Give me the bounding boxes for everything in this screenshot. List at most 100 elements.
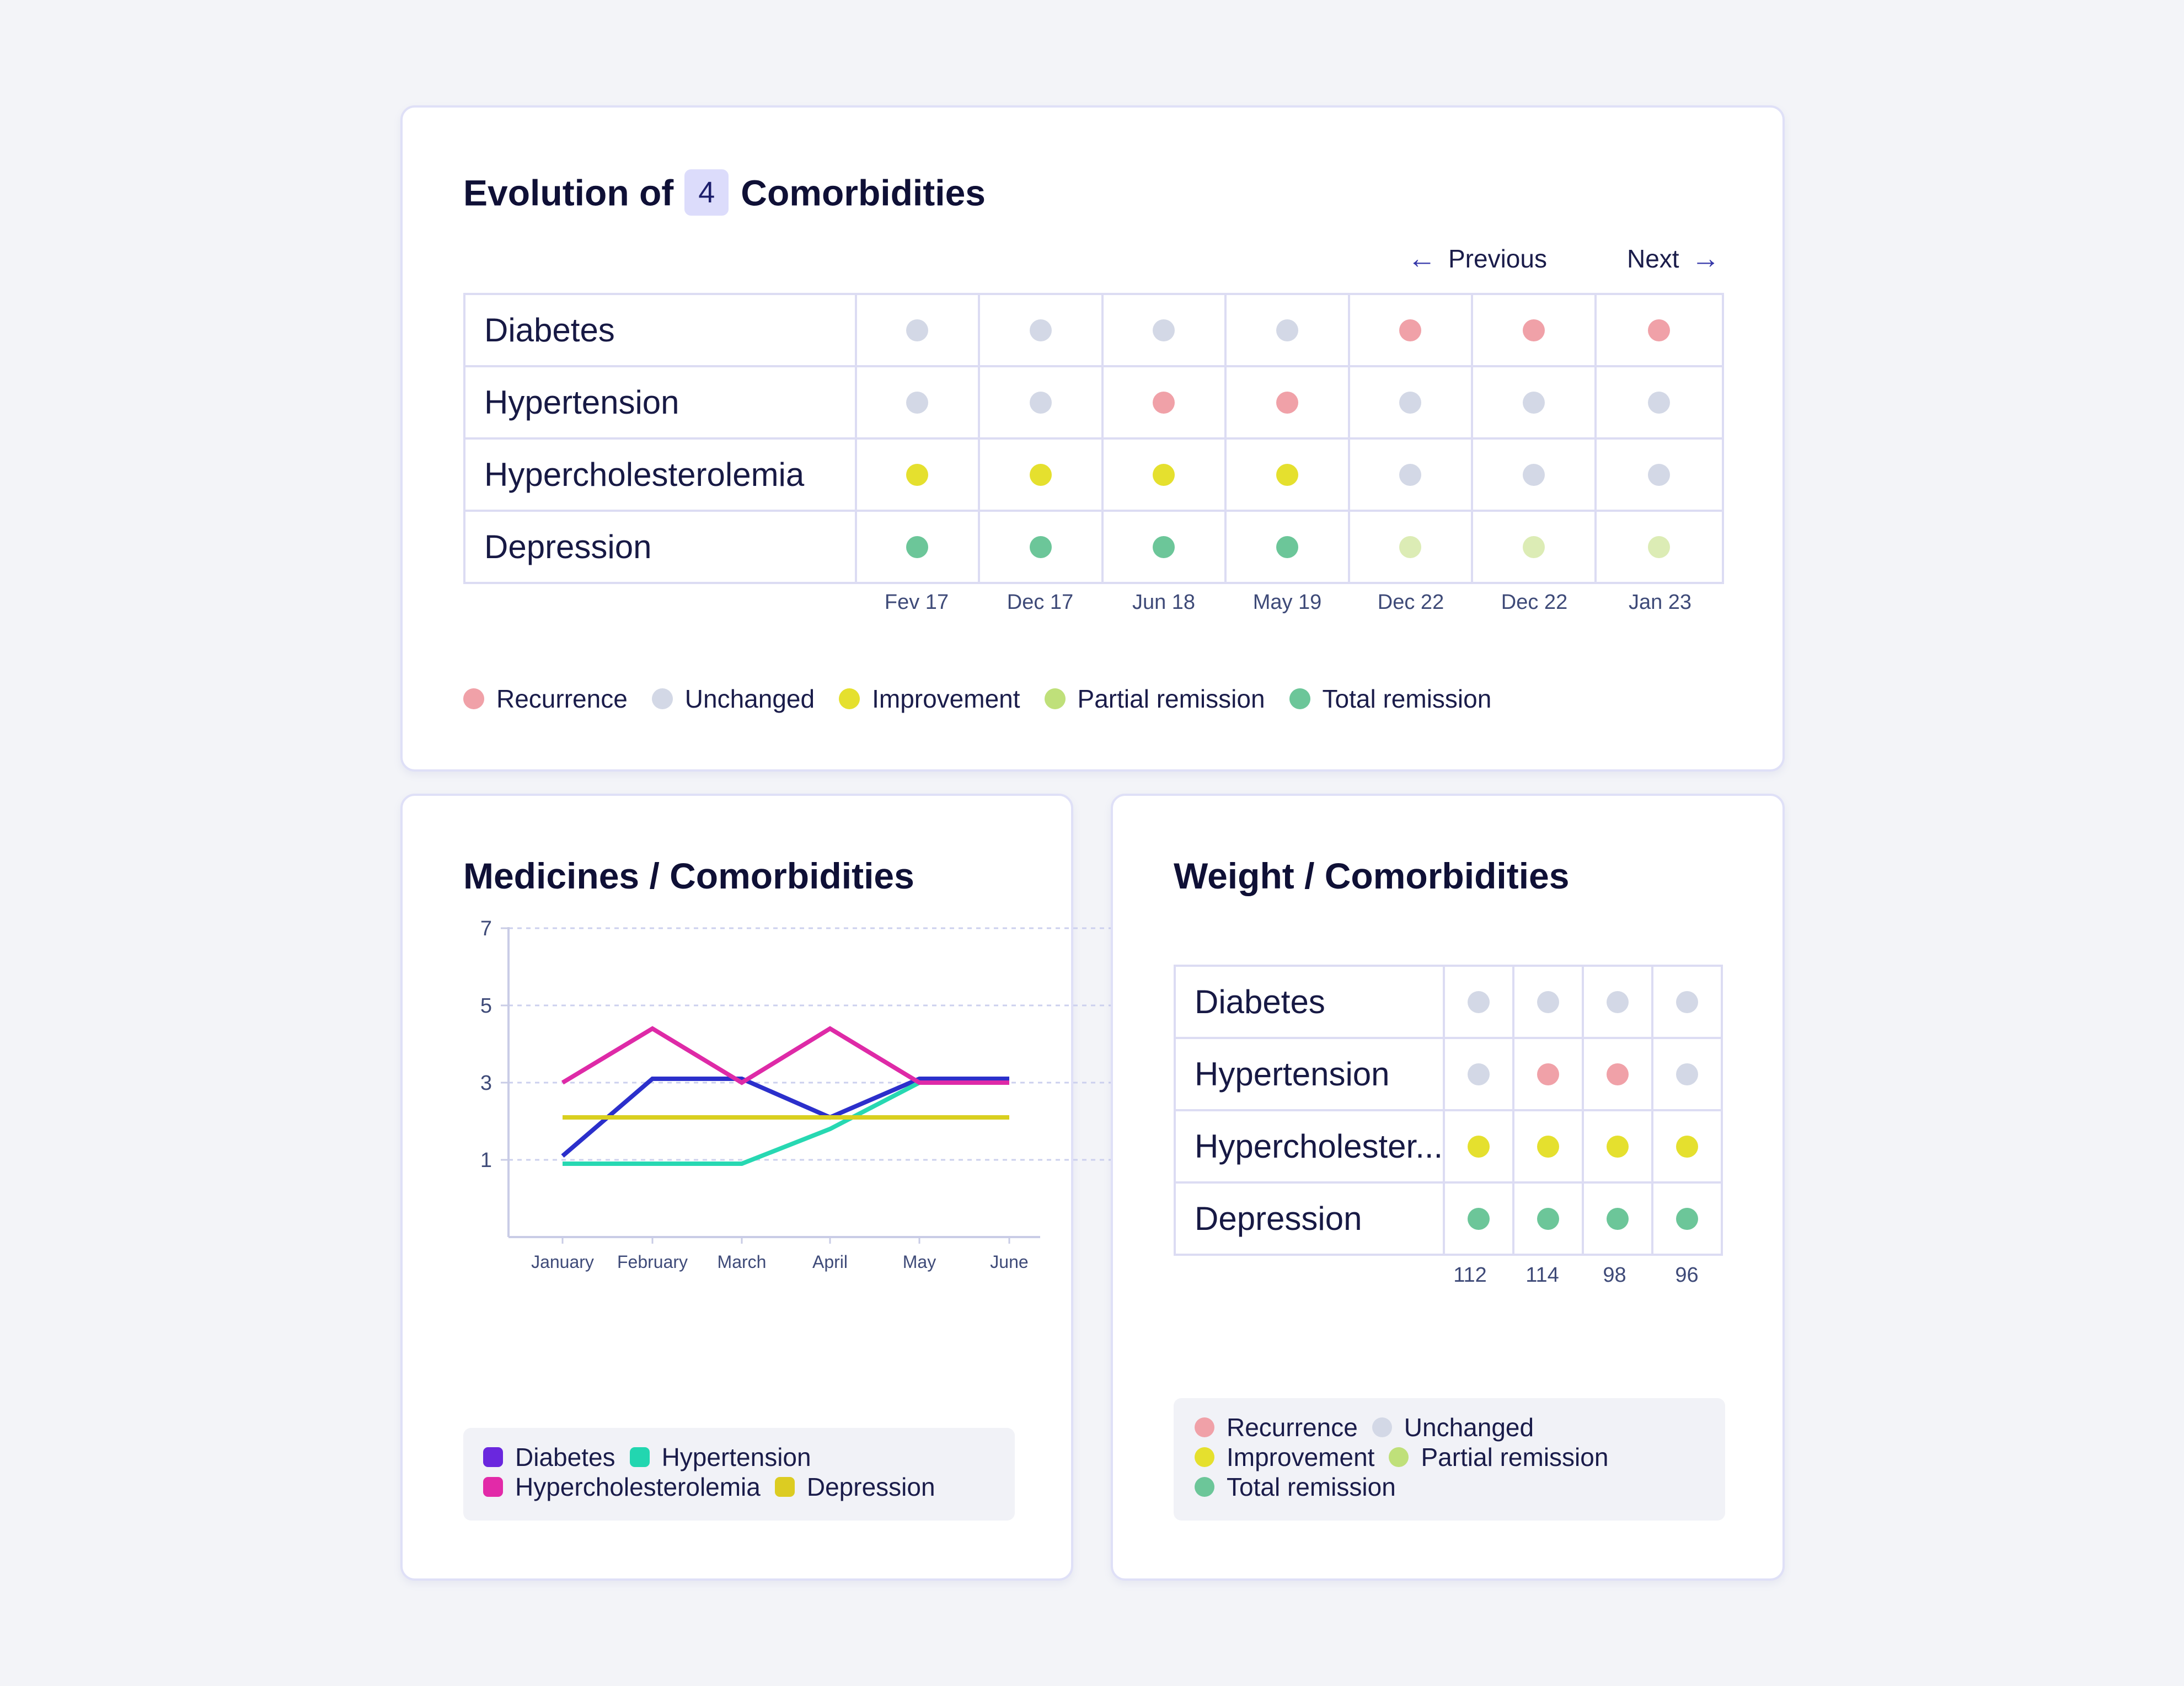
status-cell bbox=[1347, 510, 1474, 584]
evolution-title-prefix: Evolution of bbox=[463, 172, 674, 213]
legend-label: Improvement bbox=[1227, 1443, 1375, 1471]
date-label: Dec 17 bbox=[1007, 591, 1074, 614]
legend-item-hypertension: Hypertension bbox=[629, 1442, 811, 1472]
status-total-remission-dot bbox=[1607, 1207, 1629, 1230]
status-improvement-dot bbox=[1276, 463, 1298, 486]
weight-title: Weight / Comorbidities bbox=[1174, 855, 1570, 896]
evolution-table: Diabetes Hypertension Hypercholesterolemia… bbox=[463, 293, 1725, 584]
row-label: Hypercholesterolemia bbox=[463, 437, 857, 512]
evolution-row-depression: Depression bbox=[463, 510, 1725, 584]
partial-remission-dot bbox=[1389, 1447, 1409, 1467]
status-total-remission-dot bbox=[1153, 536, 1175, 558]
status-recurrence-dot bbox=[1607, 1063, 1629, 1085]
legend-label: Total remission bbox=[1322, 684, 1492, 713]
status-improvement-dot bbox=[1676, 1135, 1699, 1158]
legend-item-total-remission: Total remission bbox=[1289, 684, 1492, 714]
row-label: Hypertension bbox=[1173, 1037, 1446, 1111]
status-cell bbox=[854, 365, 981, 440]
status-cell bbox=[1512, 1109, 1585, 1184]
status-cell bbox=[1224, 437, 1350, 512]
legend-item-hypercholesterolemia: Hypercholesterolemia bbox=[483, 1472, 761, 1502]
status-cell bbox=[1471, 510, 1597, 584]
status-recurrence-dot bbox=[1648, 319, 1671, 341]
status-improvement-dot bbox=[1607, 1135, 1629, 1158]
status-unchanged-dot bbox=[1676, 1063, 1699, 1085]
y-tick-label: 5 bbox=[480, 994, 492, 1018]
status-cell bbox=[1443, 965, 1515, 1039]
legend-label: Total remission bbox=[1227, 1473, 1396, 1501]
status-recurrence-dot bbox=[1537, 1063, 1560, 1085]
status-cell bbox=[1224, 293, 1350, 367]
status-cell bbox=[1224, 365, 1350, 440]
row-label: Depression bbox=[1173, 1181, 1446, 1256]
y-tick-label: 7 bbox=[480, 917, 492, 940]
date-label: Jun 18 bbox=[1132, 591, 1196, 614]
status-unchanged-dot bbox=[1029, 319, 1052, 341]
row-label: Diabetes bbox=[1173, 965, 1446, 1039]
status-cell bbox=[1594, 510, 1725, 584]
legend-label: Hypertension bbox=[661, 1443, 811, 1471]
status-cell bbox=[978, 510, 1104, 584]
legend-item-unchanged: Unchanged bbox=[651, 684, 815, 714]
next-button[interactable]: Next → bbox=[1627, 242, 1720, 275]
status-unchanged-dot bbox=[1029, 391, 1052, 414]
legend-label: Depression bbox=[806, 1473, 935, 1501]
status-partial-remission-dot bbox=[1522, 536, 1545, 558]
legend-item-recurrence: Recurrence bbox=[463, 684, 628, 714]
status-unchanged-dot bbox=[1153, 319, 1175, 341]
partial-remission-dot bbox=[1044, 688, 1066, 709]
status-total-remission-dot bbox=[1676, 1207, 1699, 1230]
medicines-card: Medicines / Comorbidities 1 3 5 7 January Feb… bbox=[400, 794, 1112, 1581]
status-cell bbox=[1582, 1109, 1654, 1184]
status-cell bbox=[1471, 365, 1597, 440]
status-unchanged-dot bbox=[1468, 991, 1490, 1013]
evolution-title-suffix: Comorbidities bbox=[741, 172, 986, 213]
status-cell bbox=[1347, 437, 1474, 512]
date-label: Dec 22 bbox=[1501, 591, 1568, 614]
medicines-legend: Diabetes Hypertension Hypercholesterolemi… bbox=[463, 1428, 1015, 1521]
legend-item-total-remission: Total remission bbox=[1195, 1472, 1396, 1502]
row-label: Depression bbox=[463, 510, 857, 584]
weight-value-label: 114 bbox=[1525, 1264, 1559, 1287]
weight-value-label: 112 bbox=[1453, 1264, 1487, 1287]
status-cell bbox=[1443, 1181, 1515, 1256]
legend-label: Partial remission bbox=[1077, 684, 1265, 713]
status-cell bbox=[1101, 437, 1227, 512]
previous-label: Previous bbox=[1448, 244, 1547, 273]
legend-item-depression: Depression bbox=[774, 1472, 935, 1502]
date-label: May 19 bbox=[1252, 591, 1322, 614]
date-label: Dec 22 bbox=[1377, 591, 1444, 614]
status-unchanged-dot bbox=[1676, 991, 1699, 1013]
row-label: Diabetes bbox=[463, 293, 857, 367]
recurrence-dot bbox=[1195, 1417, 1214, 1437]
weight-row-hypercholester: Hypercholester... bbox=[1173, 1109, 1723, 1184]
status-improvement-dot bbox=[1468, 1135, 1490, 1158]
x-tick-label: May bbox=[903, 1252, 936, 1272]
total-remission-dot bbox=[1195, 1477, 1214, 1497]
weight-table: Diabetes Hypertension Hypercholester... Dep… bbox=[1173, 965, 1723, 1256]
status-unchanged-dot bbox=[1648, 463, 1671, 486]
previous-button[interactable]: ← Previous bbox=[1407, 242, 1547, 275]
status-total-remission-dot bbox=[906, 536, 929, 558]
status-partial-remission-dot bbox=[1399, 536, 1422, 558]
x-tick-label: January bbox=[531, 1252, 594, 1272]
status-partial-remission-dot bbox=[1648, 536, 1671, 558]
status-cell bbox=[1443, 1109, 1515, 1184]
row-label: Hypertension bbox=[463, 365, 857, 440]
evolution-title: Evolution of 4 Comorbidities bbox=[463, 169, 986, 219]
status-cell bbox=[1594, 437, 1725, 512]
legend-label: Unchanged bbox=[1404, 1413, 1534, 1442]
legend-label: Hypercholesterolemia bbox=[515, 1473, 761, 1501]
status-unchanged-dot bbox=[906, 319, 929, 341]
status-cell bbox=[1651, 1109, 1723, 1184]
status-total-remission-dot bbox=[1468, 1207, 1490, 1230]
status-cell bbox=[1651, 1037, 1723, 1111]
status-cell bbox=[1512, 965, 1585, 1039]
status-cell bbox=[1101, 365, 1227, 440]
evolution-row-hypertension: Hypertension bbox=[463, 365, 1725, 440]
next-label: Next bbox=[1627, 244, 1679, 273]
x-tick-label: March bbox=[718, 1252, 767, 1272]
weight-row-hypertension: Hypertension bbox=[1173, 1037, 1723, 1111]
weight-card: Weight / Comorbidities Diabetes Hypertens… bbox=[1111, 794, 1785, 1581]
status-unchanged-dot bbox=[1522, 463, 1545, 486]
